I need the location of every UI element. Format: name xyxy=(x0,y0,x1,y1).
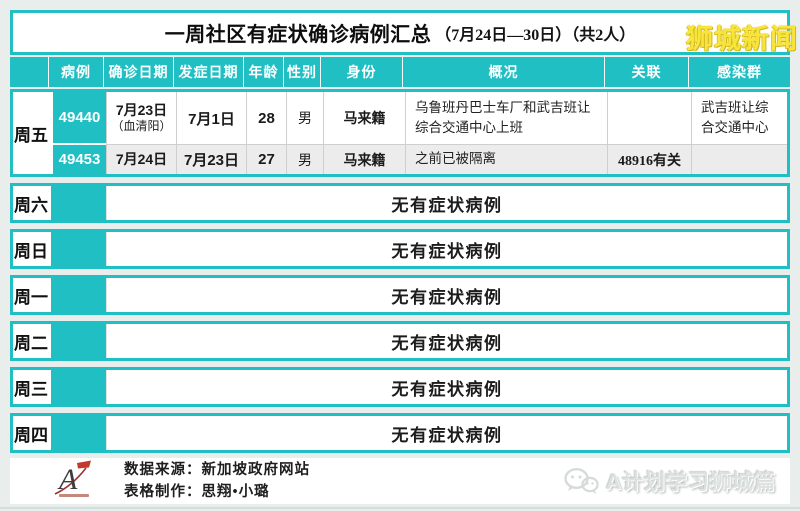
col-header-weekday-blank xyxy=(10,57,48,87)
wechat-icon xyxy=(564,467,599,494)
cell-cluster: 武吉班让综合交通中心 xyxy=(691,92,787,145)
col-header-age: 年龄 xyxy=(243,57,283,87)
no-case-message: 无有症状病例 xyxy=(106,416,787,450)
day-label: 周三 xyxy=(13,370,51,404)
cell-identity: 马来籍 xyxy=(323,92,405,145)
day-label: 周日 xyxy=(13,232,51,266)
col-header-onset-date: 发症日期 xyxy=(173,57,243,87)
no-case-row-wednesday: 周三 无有症状病例 xyxy=(10,367,790,407)
confirm-date-text: 7月23日 xyxy=(115,102,168,119)
teal-block xyxy=(51,324,106,358)
col-header-link: 关联 xyxy=(604,57,688,87)
bottom-divider xyxy=(0,507,800,509)
cell-case-id: 49453 xyxy=(51,145,106,174)
no-case-message: 无有症状病例 xyxy=(106,186,787,220)
no-case-row-sunday: 周日 无有症状病例 xyxy=(10,229,790,269)
confirm-date-note: （血清阳） xyxy=(111,119,172,134)
data-source-line: 数据来源：新加坡政府网站 xyxy=(124,461,310,478)
col-header-case: 病例 xyxy=(48,57,103,87)
cell-onset-date: 7月23日 xyxy=(176,145,246,174)
no-case-row-saturday: 周六 无有症状病例 xyxy=(10,183,790,223)
cell-gender: 男 xyxy=(286,145,323,174)
teal-block xyxy=(51,416,106,450)
svg-text:A: A xyxy=(57,463,78,496)
page-title-date-range: （7月24日—30日）（共2人） xyxy=(435,26,636,44)
page-title: 一周社区有症状确诊病例汇总 xyxy=(164,24,432,46)
cell-age: 27 xyxy=(246,145,286,174)
no-case-row-monday: 周一 无有症状病例 xyxy=(10,275,790,315)
credits-block: 数据来源：新加坡政府网站 表格制作：思翔•小璐 xyxy=(124,459,310,504)
col-header-summary: 概况 xyxy=(402,57,604,87)
cell-summary: 之前已被隔离 xyxy=(405,145,607,174)
day-label-friday: 周五 xyxy=(13,92,51,174)
cell-confirm-date: 7月24日 xyxy=(106,145,176,174)
no-case-row-tuesday: 周二 无有症状病例 xyxy=(10,321,790,361)
no-case-row-thursday: 周四 无有症状病例 xyxy=(10,413,790,453)
teal-block xyxy=(51,370,106,404)
cell-identity: 马来籍 xyxy=(323,145,405,174)
col-header-confirm-date: 确诊日期 xyxy=(103,57,173,87)
teal-block xyxy=(51,278,106,312)
no-case-message: 无有症状病例 xyxy=(106,278,787,312)
table-header-row: 病例 确诊日期 发症日期 年龄 性别 身份 概况 关联 感染群 xyxy=(10,57,790,87)
teal-block xyxy=(51,186,106,220)
day-label: 周一 xyxy=(13,278,51,312)
cell-case-id: 49440 xyxy=(51,92,106,145)
brand-wordmark: 狮城新闻 xyxy=(686,24,798,54)
day-label: 周二 xyxy=(13,324,51,358)
cell-confirm-date: 7月23日 （血清阳） xyxy=(106,92,176,145)
day-label: 周六 xyxy=(13,186,51,220)
footer: A 数据来源：新加坡政府网站 表格制作：思翔•小璐 xyxy=(10,458,790,504)
watermark: A计划学习狮城篇 xyxy=(563,466,776,496)
cell-onset-date: 7月1日 xyxy=(176,92,246,145)
cell-age: 28 xyxy=(246,92,286,145)
title-bar: 一周社区有症状确诊病例汇总 （7月24日—30日）（共2人） xyxy=(10,10,790,55)
teal-block xyxy=(51,232,106,266)
cell-link xyxy=(607,92,691,145)
cell-link: 48916有关 xyxy=(607,145,691,174)
col-header-identity: 身份 xyxy=(320,57,402,87)
publisher-logo-graphic: A xyxy=(54,460,91,497)
cell-cluster xyxy=(691,145,787,174)
content-area: 一周社区有症状确诊病例汇总 （7月24日—30日）（共2人） 病例 确诊日期 发… xyxy=(10,10,790,504)
cell-gender: 男 xyxy=(286,92,323,145)
no-case-message: 无有症状病例 xyxy=(106,232,787,266)
no-case-message: 无有症状病例 xyxy=(106,370,787,404)
friday-case-group: 周五 49440 7月23日 （血清阳） 7月1日 28 男 马来籍 乌鲁班丹巴… xyxy=(10,89,790,177)
col-header-gender: 性别 xyxy=(283,57,320,87)
watermark-text: A计划学习狮城篇 xyxy=(605,471,776,494)
cell-summary: 乌鲁班丹巴士车厂和武吉班让综合交通中心上班 xyxy=(405,92,607,145)
publisher-logo: A xyxy=(50,458,104,505)
no-case-message: 无有症状病例 xyxy=(106,324,787,358)
table-maker-line: 表格制作：思翔•小璐 xyxy=(124,484,270,500)
confirm-date-text: 7月24日 xyxy=(115,151,168,168)
col-header-cluster: 感染群 xyxy=(688,57,790,87)
day-label: 周四 xyxy=(13,416,51,450)
